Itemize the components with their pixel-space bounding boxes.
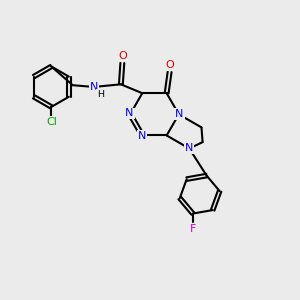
Text: Cl: Cl bbox=[46, 117, 57, 128]
Text: N: N bbox=[137, 131, 146, 141]
Text: N: N bbox=[125, 108, 134, 118]
Text: N: N bbox=[175, 109, 184, 119]
Text: O: O bbox=[118, 51, 127, 62]
Text: H: H bbox=[97, 90, 104, 99]
Text: N: N bbox=[90, 82, 98, 92]
Text: O: O bbox=[165, 60, 174, 70]
Text: N: N bbox=[185, 143, 194, 153]
Text: F: F bbox=[190, 224, 196, 234]
